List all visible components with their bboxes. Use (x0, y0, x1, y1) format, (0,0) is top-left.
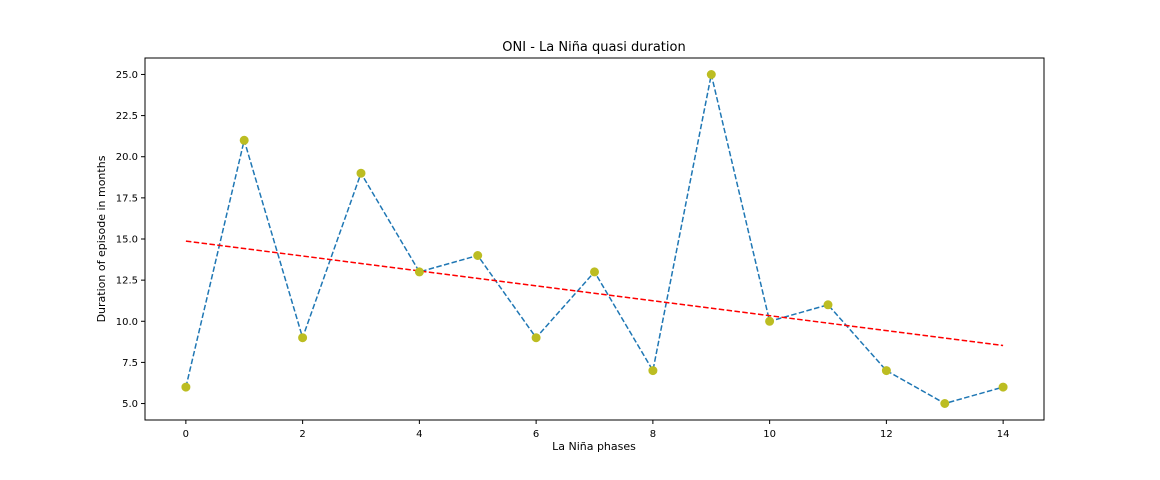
y-axis-label: Duration of episode in months (95, 155, 108, 322)
data-point (414, 267, 424, 277)
data-point (239, 135, 249, 145)
axes-frame (144, 57, 1045, 421)
data-point (181, 382, 191, 392)
data-point (648, 366, 658, 376)
x-tick-label: 2 (299, 429, 305, 440)
data-point (590, 267, 599, 277)
series-line-duration (185, 74, 1004, 405)
data-point (823, 300, 833, 310)
data-point (531, 333, 541, 343)
x-tick-label: 0 (183, 429, 189, 440)
y-tick-label: 20.0 (116, 152, 138, 163)
y-tick-label: 7.5 (122, 358, 138, 369)
data-point (356, 168, 366, 178)
x-tick-label: 14 (997, 429, 1010, 440)
data-point (881, 366, 891, 376)
y-tick-label: 22.5 (116, 111, 138, 122)
chart-title: ONI - La Niña quasi duration (502, 40, 685, 55)
data-point (298, 333, 308, 343)
data-point (998, 382, 1008, 392)
x-tick-label: 12 (880, 429, 893, 440)
data-point (706, 70, 716, 79)
data-point (940, 399, 950, 408)
plot-area (181, 70, 1008, 408)
x-tick-label: 4 (416, 429, 422, 440)
y-tick-label: 10.0 (116, 317, 138, 328)
ticks: 0 2 4 6 8 10 12 14 5.0 7.5 10.0 12.5 15.0 17.5 20.0 22.… (116, 70, 1010, 440)
x-tick-label: 6 (533, 429, 539, 440)
x-axis-label: La Niña phases (552, 440, 636, 453)
x-tick-label: 10 (763, 429, 776, 440)
y-tick-label: 5.0 (122, 399, 138, 410)
y-tick-label: 12.5 (116, 276, 138, 287)
data-point (765, 316, 775, 326)
y-tick-label: 25.0 (116, 70, 138, 81)
data-point (473, 251, 483, 260)
y-tick-label: 17.5 (116, 193, 138, 204)
x-tick-label: 8 (650, 429, 656, 440)
y-tick-label: 15.0 (116, 235, 138, 246)
trend-line (185, 240, 1004, 347)
